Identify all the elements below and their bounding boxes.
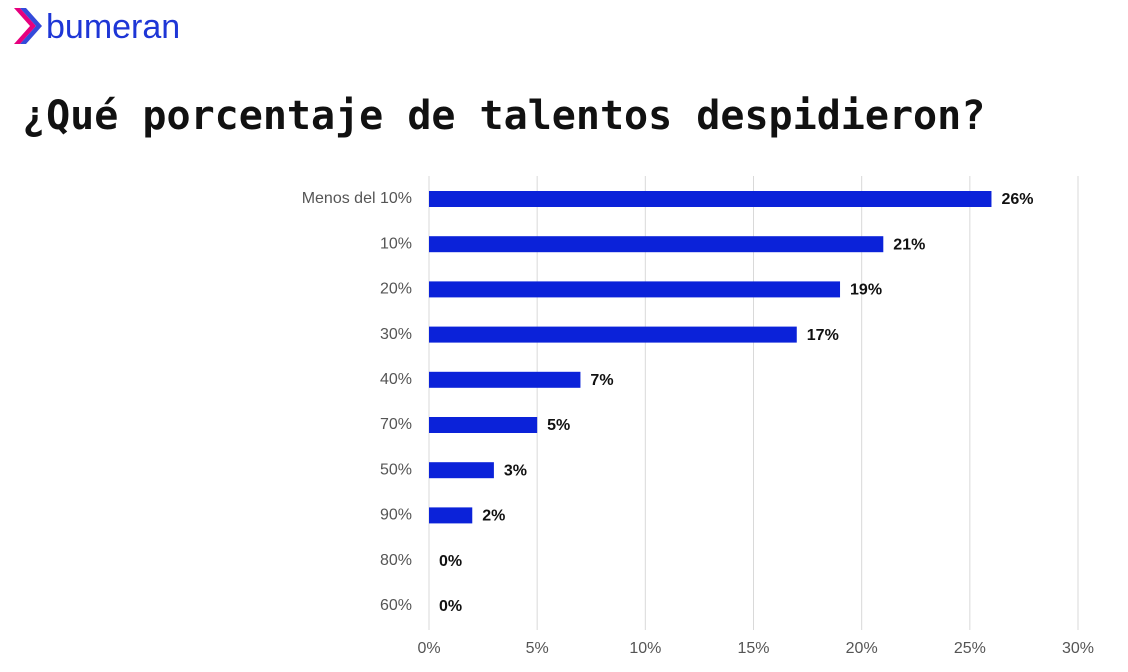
y-tick-label: 20%	[380, 281, 412, 298]
bar	[429, 462, 494, 479]
data-label: 5%	[547, 417, 570, 434]
data-label: 7%	[590, 372, 613, 389]
bar	[429, 326, 797, 343]
y-tick-label: 80%	[380, 552, 412, 569]
x-tick-label: 20%	[846, 640, 878, 657]
logo-icon	[14, 8, 42, 44]
x-tick-label: 15%	[737, 640, 769, 657]
x-tick-label: 0%	[417, 640, 440, 657]
data-label: 19%	[850, 282, 882, 299]
bar	[429, 281, 841, 298]
bar	[429, 417, 538, 433]
y-tick-label: 40%	[380, 371, 412, 388]
y-tick-label: 90%	[380, 507, 412, 524]
y-tick-label: 10%	[380, 235, 412, 252]
y-tick-label: Menos del 10%	[302, 190, 412, 207]
x-tick-label: 10%	[629, 640, 661, 657]
y-tick-label: 30%	[380, 326, 412, 343]
bar	[429, 191, 992, 207]
data-label: 0%	[439, 553, 462, 570]
x-tick-label: 5%	[526, 640, 549, 657]
y-tick-label: 60%	[380, 597, 412, 614]
bar	[429, 507, 473, 524]
data-label: 26%	[1001, 191, 1033, 208]
x-tick-label: 30%	[1062, 640, 1094, 657]
logo-text: bumeran	[46, 8, 180, 46]
bar	[429, 236, 884, 253]
x-tick-label: 25%	[954, 640, 986, 657]
data-label: 17%	[807, 327, 839, 344]
data-label: 0%	[439, 598, 462, 615]
data-label: 3%	[504, 462, 527, 479]
bar	[429, 371, 581, 388]
data-label: 21%	[893, 236, 925, 253]
chart-title: ¿Qué porcentaje de talentos despidieron?	[22, 93, 985, 139]
y-tick-label: 70%	[380, 416, 412, 433]
y-tick-label: 50%	[380, 461, 412, 478]
data-label: 2%	[482, 508, 505, 525]
